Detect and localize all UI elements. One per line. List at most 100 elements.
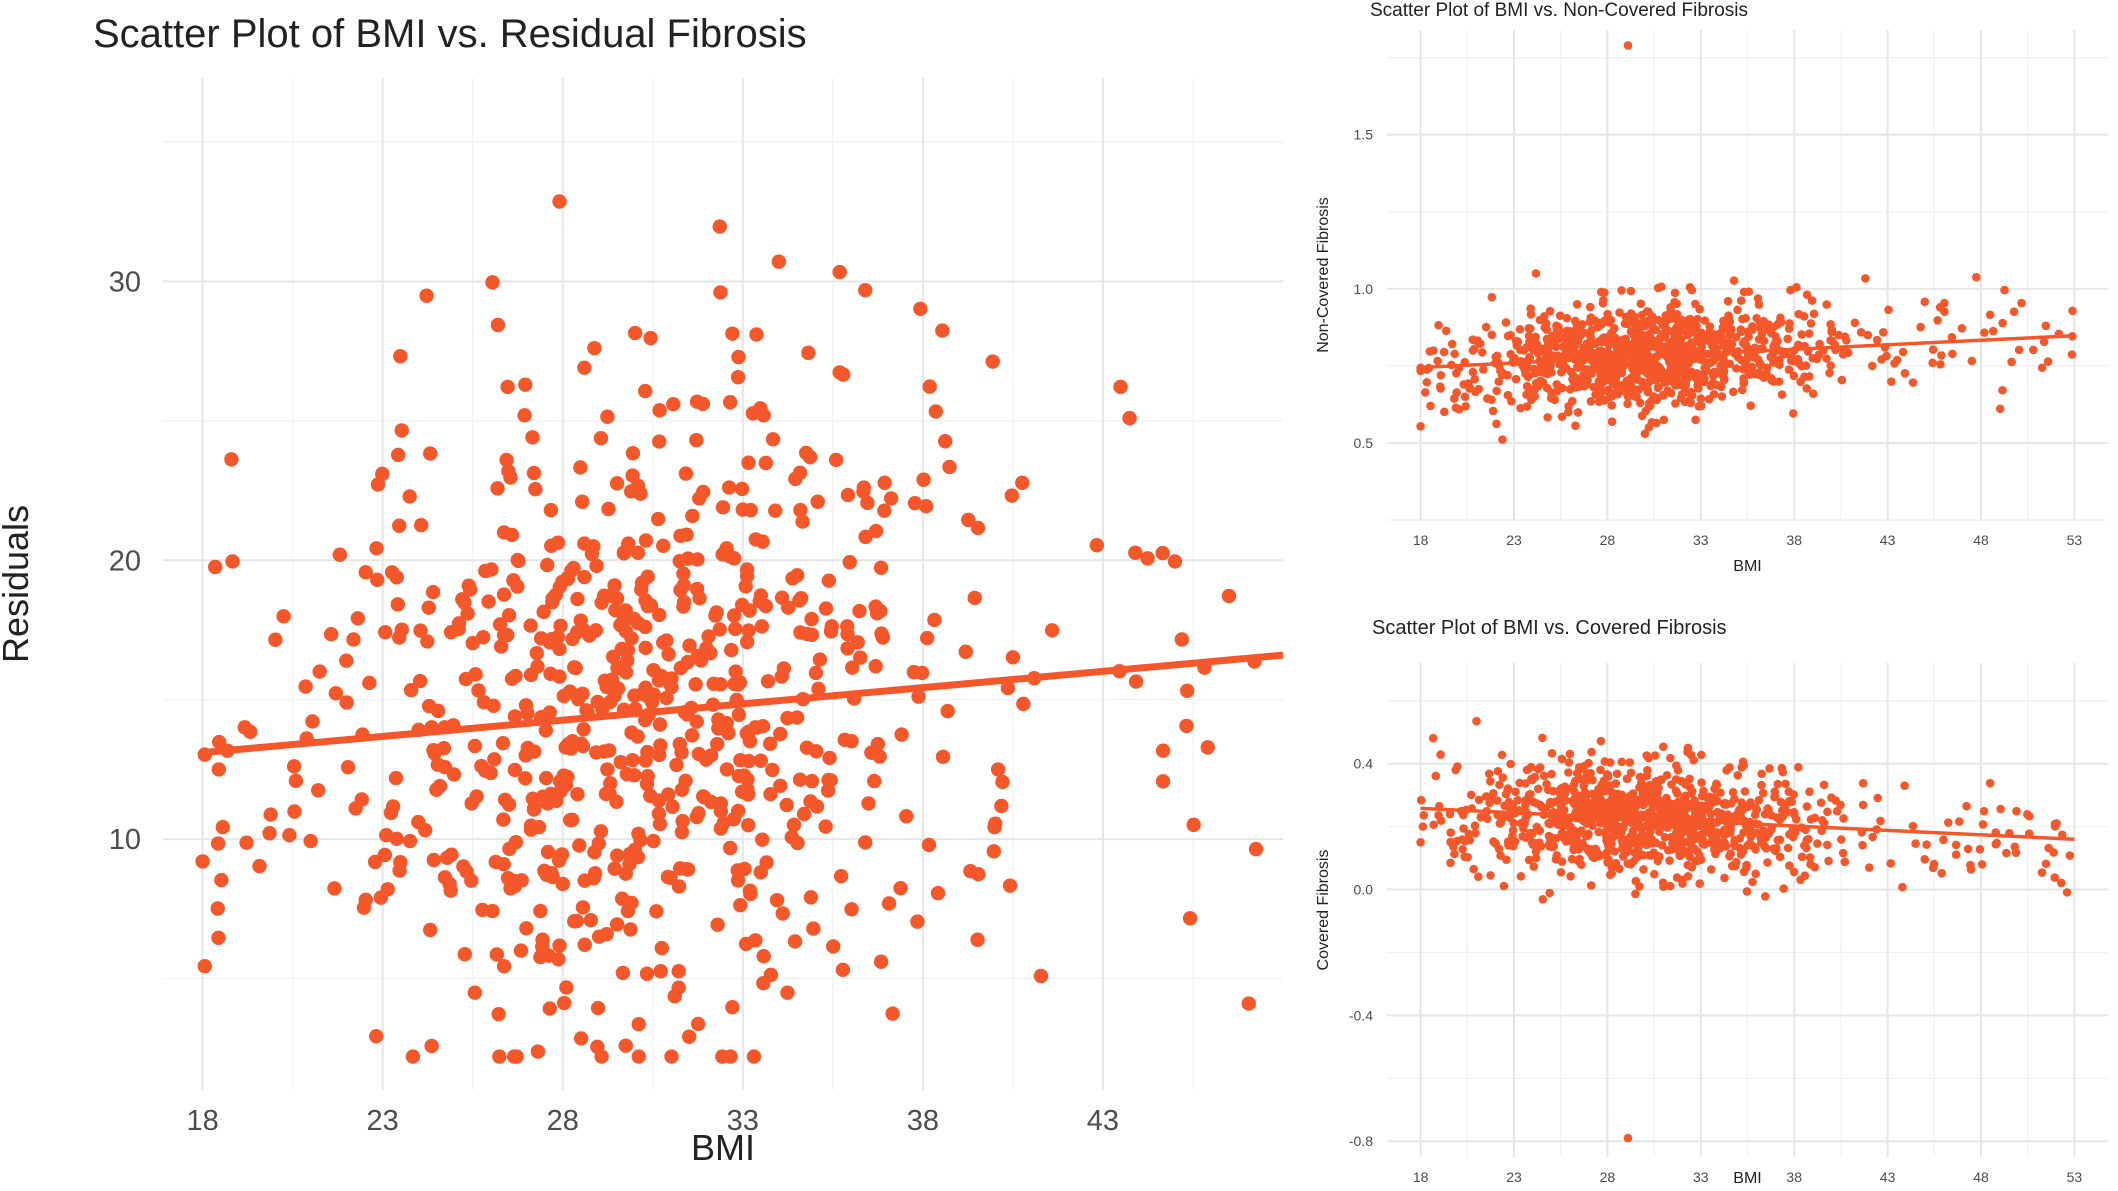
data-point: [1522, 390, 1531, 399]
data-point: [555, 876, 570, 892]
data-point: [1436, 816, 1446, 825]
data-point: [1128, 545, 1143, 560]
data-point: [1696, 394, 1706, 403]
data-point: [1552, 324, 1562, 334]
data-point: [517, 408, 532, 423]
data-point: [1644, 377, 1654, 387]
data-point: [712, 219, 727, 234]
data-point: [1597, 320, 1606, 329]
data-point: [503, 470, 518, 485]
data-point: [1488, 406, 1498, 416]
data-point: [1547, 798, 1557, 808]
data-point: [1530, 772, 1540, 782]
data-point: [1977, 860, 1987, 869]
data-point: [680, 551, 696, 566]
data-point: [961, 512, 976, 528]
data-point: [659, 633, 674, 648]
data-point: [362, 675, 377, 691]
data-point: [1602, 848, 1612, 857]
data-point: [519, 921, 534, 936]
data-point: [630, 478, 646, 494]
data-point: [1779, 349, 1789, 359]
data-point: [1819, 818, 1829, 828]
data-point: [1416, 795, 1426, 805]
data-point: [485, 275, 500, 290]
data-point: [1248, 841, 1264, 857]
data-point: [672, 861, 688, 876]
data-point: [1564, 768, 1573, 777]
data-point: [2057, 878, 2066, 888]
data-point: [1566, 872, 1575, 881]
data-point: [502, 841, 517, 857]
data-point: [1434, 320, 1443, 330]
data-point: [825, 939, 841, 954]
data-point: [1533, 765, 1543, 774]
data-point: [1494, 377, 1503, 386]
data-point: [1524, 324, 1534, 333]
data-point: [536, 604, 551, 620]
data-point: [1717, 392, 1727, 401]
data-point: [1474, 795, 1484, 805]
x-tick-label: 33: [1693, 532, 1709, 548]
data-point: [1004, 488, 1020, 503]
data-point: [726, 551, 742, 566]
data-point: [1481, 322, 1491, 332]
data-point: [211, 762, 227, 777]
data-point: [1420, 388, 1430, 397]
data-point: [2009, 307, 2019, 316]
data-point: [464, 873, 479, 888]
data-point: [1555, 820, 1564, 829]
data-point: [1775, 815, 1785, 824]
data-point: [1861, 274, 1870, 283]
data-point: [2007, 357, 2016, 367]
data-point: [689, 714, 704, 729]
data-point: [1823, 807, 1832, 817]
data-point: [552, 194, 567, 209]
data-point: [613, 754, 628, 770]
data-point: [1561, 348, 1571, 357]
data-point: [812, 652, 828, 667]
data-point: [1713, 807, 1722, 817]
data-point: [587, 866, 603, 881]
data-point: [496, 587, 512, 602]
data-point: [1639, 839, 1649, 848]
data-point: [1939, 835, 1948, 845]
data-point: [1508, 841, 1518, 851]
data-point: [1588, 852, 1597, 862]
data-point: [624, 631, 639, 646]
data-point: [630, 729, 645, 744]
data-point: [1621, 334, 1631, 344]
data-point: [1498, 773, 1508, 782]
data-point: [689, 394, 705, 409]
data-point: [509, 1049, 524, 1064]
data-point: [493, 639, 509, 654]
data-point: [935, 749, 951, 765]
data-point: [215, 819, 230, 835]
data-point: [1167, 554, 1183, 569]
data-point: [1623, 319, 1633, 329]
data-point: [1751, 869, 1761, 879]
data-point: [1664, 845, 1673, 855]
data-point: [1718, 838, 1727, 847]
data-point: [1000, 680, 1016, 696]
data-point: [1644, 402, 1654, 411]
data-point: [1567, 396, 1577, 406]
data-point: [721, 480, 737, 495]
data-point: [1765, 764, 1774, 773]
data-point: [1596, 287, 1606, 297]
data-point: [1681, 780, 1690, 789]
data-point: [1527, 385, 1537, 394]
data-point: [436, 741, 452, 756]
data-point: [1695, 821, 1705, 831]
data-point: [1692, 336, 1701, 345]
data-point: [496, 628, 512, 643]
data-point: [1769, 844, 1778, 853]
data-point: [639, 966, 655, 981]
data-point: [1700, 374, 1709, 383]
y-tick-label: 1.5: [1354, 127, 1374, 143]
data-point: [1573, 408, 1583, 417]
data-point: [1499, 881, 1509, 891]
data-point: [1656, 798, 1666, 807]
data-point: [1916, 322, 1925, 332]
data-point: [666, 396, 681, 412]
